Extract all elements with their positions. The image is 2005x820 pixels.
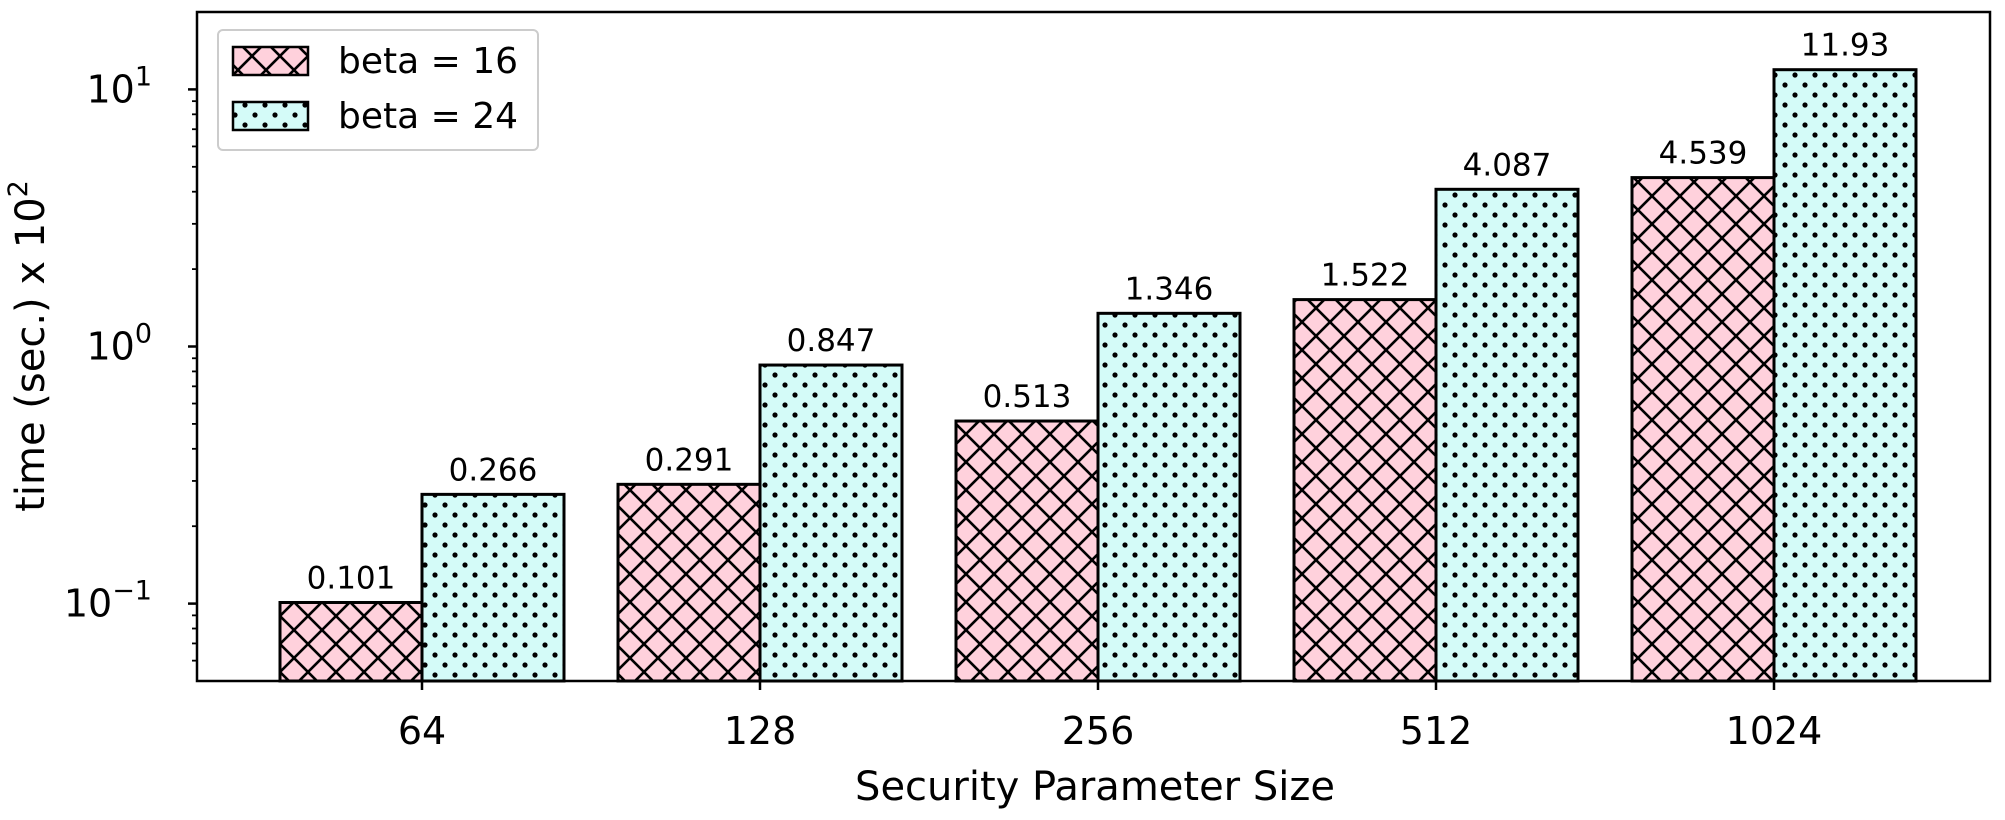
x-axis-label: Security Parameter Size: [855, 764, 1335, 810]
data-label-beta-16-1024: 4.539: [1659, 136, 1748, 172]
legend-swatch-beta-24: [231, 100, 310, 132]
bar-beta-16-1024: [1630, 176, 1776, 683]
legend: beta = 16 beta = 24: [217, 29, 539, 151]
x-tick-label: 64: [398, 709, 446, 753]
y-tick-label: 100: [86, 319, 152, 369]
svg-text:time (sec.) x 102: time (sec.) x 102: [3, 180, 54, 512]
y-tick-label: 10−1: [64, 576, 152, 626]
bar-beta-24-64: [420, 492, 566, 683]
x-tick-label: 128: [724, 709, 797, 753]
legend-label-beta-24: beta = 24: [338, 96, 518, 137]
data-label-beta-24-64: 0.266: [449, 452, 538, 488]
x-tick-label: 512: [1400, 709, 1473, 753]
data-label-beta-16-64: 0.101: [307, 560, 396, 596]
data-label-beta-24-128: 0.847: [787, 323, 876, 359]
bar-beta-16-256: [954, 419, 1100, 683]
bar-beta-24-1024: [1772, 68, 1918, 683]
y-axis: 10−1 100 101: [64, 61, 197, 662]
bar-beta-24-512: [1434, 187, 1580, 683]
bar-beta-24-256: [1096, 311, 1242, 683]
x-tick-label: 1024: [1726, 709, 1823, 753]
bar-beta-16-512: [1292, 298, 1438, 683]
data-label-beta-24-512: 4.087: [1463, 147, 1552, 183]
bar-beta-24-128: [758, 363, 904, 683]
y-tick-label: 101: [86, 61, 152, 111]
x-tick-label: 256: [1062, 709, 1135, 753]
x-axis: 64 128 256 512 1024: [398, 681, 1823, 753]
y-axis-label-exponent: 2: [3, 180, 34, 197]
bars-layer: [278, 68, 1918, 683]
legend-swatch-beta-16: [231, 45, 310, 77]
data-labels-layer: 0.101 0.266 0.291 0.847 0.513 1.346 1.522 4.087…: [307, 28, 1890, 597]
data-label-beta-16-128: 0.291: [645, 442, 734, 478]
y-axis-label: time (sec.) x 102: [3, 180, 54, 512]
bar-beta-16-64: [278, 600, 424, 683]
data-label-beta-24-256: 1.346: [1125, 271, 1214, 307]
data-label-beta-16-256: 0.513: [983, 379, 1072, 415]
data-label-beta-16-512: 1.522: [1321, 258, 1410, 294]
bar-beta-16-128: [616, 482, 762, 683]
y-axis-label-text: time (sec.) x 10: [8, 197, 54, 511]
legend-label-beta-16: beta = 16: [338, 41, 518, 82]
data-label-beta-24-1024: 11.93: [1801, 28, 1890, 64]
